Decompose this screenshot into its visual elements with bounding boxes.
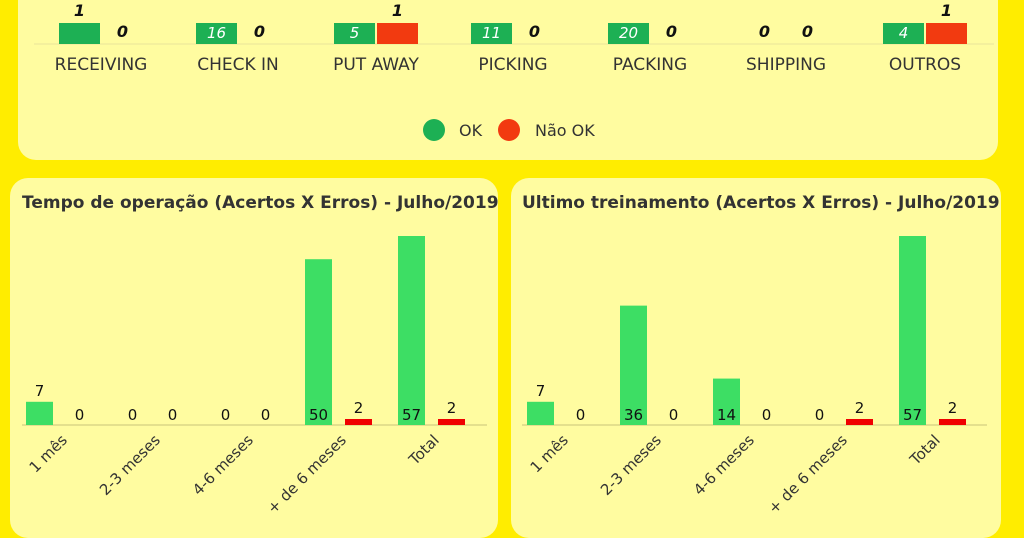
bar-nok (438, 419, 465, 425)
top-category-label: PICKING (478, 55, 547, 75)
top-bar-ok (59, 23, 100, 44)
legend-nok-label: Não OK (535, 121, 595, 140)
bar-nok (345, 419, 372, 425)
bar-ok (899, 236, 926, 425)
category-tick-label: Total (906, 431, 944, 469)
top-ok-value: 5 (350, 24, 360, 42)
top-category-label: CHECK IN (197, 55, 279, 75)
top-ok-value: 4 (899, 24, 909, 42)
top-nok-value: 0 (666, 22, 677, 41)
top-category-label: RECEIVING (55, 55, 148, 75)
top-nok-value: 0 (254, 22, 265, 41)
top-category-label: OUTROS (889, 55, 961, 75)
bar-nok (939, 419, 966, 425)
legend-ok-label: OK (459, 121, 483, 140)
top-bar-nok (377, 23, 418, 44)
right-chart-title: Ultimo treinamento (Acertos X Erros) - J… (522, 193, 1000, 213)
top-category-label: PUT AWAY (333, 55, 419, 75)
nok-value: 0 (261, 406, 271, 424)
category-tick-label: 2-3 meses (597, 431, 665, 499)
bar-ok (713, 378, 740, 425)
nok-value: 0 (762, 406, 772, 424)
category-tick-label: + de 6 meses (765, 431, 851, 512)
top-bar-ok (334, 23, 375, 44)
category-tick-label: 4-6 meses (690, 431, 758, 499)
nok-value: 2 (447, 399, 457, 417)
legend-nok-marker (498, 119, 520, 141)
top-ok-value: 11 (482, 24, 501, 42)
category-tick-label: 2-3 meses (96, 431, 164, 499)
ok-value: 14 (717, 406, 736, 424)
top-nok-value: 0 (117, 22, 128, 41)
top-bar-chart: 1 0 RECEIVING 16 0 CHECK IN 5 1 PUT AWAY 11 0 PICKI… (34, 1, 994, 75)
nok-value: 0 (75, 406, 85, 424)
ok-value: 0 (221, 406, 231, 424)
top-nok-value: 1 (392, 1, 403, 20)
category-tick-label: Total (405, 431, 443, 469)
ok-value: 0 (815, 406, 825, 424)
ok-value: 0 (128, 406, 138, 424)
top-bar-ok (471, 23, 512, 44)
ok-value: 50 (309, 406, 328, 424)
category-tick-label: 1 mês (527, 431, 572, 476)
nok-value: 2 (855, 399, 865, 417)
bar-ok (527, 401, 554, 425)
top-legend: OK Não OK (423, 119, 595, 141)
ok-value: 57 (903, 406, 922, 424)
ok-value: 57 (402, 406, 421, 424)
category-tick-label: + de 6 meses (264, 431, 350, 512)
nok-value: 2 (354, 399, 364, 417)
bar-ok (26, 401, 53, 425)
nok-value: 0 (669, 406, 679, 424)
nok-value: 0 (576, 406, 586, 424)
top-ok-value: 20 (619, 24, 638, 42)
bar-ok (398, 236, 425, 425)
bar-nok (846, 419, 873, 425)
top-category-label: PACKING (613, 55, 687, 75)
nok-value: 2 (948, 399, 958, 417)
category-tick-label: 1 mês (26, 431, 71, 476)
bar-ok (305, 259, 332, 425)
charts-canvas: 1 0 RECEIVING 16 0 CHECK IN 5 1 PUT AWAY 11 0 PICKI… (22, 1, 1000, 512)
top-nok-value: 0 (802, 22, 813, 41)
top-nok-value: 1 (941, 1, 952, 20)
top-bar-ok (196, 23, 237, 44)
nok-value: 0 (168, 406, 178, 424)
ok-value: 36 (624, 406, 643, 424)
category-tick-label: 4-6 meses (189, 431, 257, 499)
ok-value: 7 (35, 382, 45, 400)
top-ok-value: 16 (207, 24, 226, 42)
left-chart-title: Tempo de operação (Acertos X Erros) - Ju… (22, 193, 499, 213)
top-nok-value: 0 (529, 22, 540, 41)
top-category-label: SHIPPING (746, 55, 826, 75)
bar-ok (620, 305, 647, 425)
ok-value: 7 (536, 382, 546, 400)
top-bar-nok (926, 23, 967, 44)
top-ok-value: 0 (759, 22, 770, 41)
legend-ok-marker (423, 119, 445, 141)
top-bar-ok (608, 23, 649, 44)
top-bar-ok (883, 23, 924, 44)
top-ok-value: 1 (74, 1, 85, 20)
